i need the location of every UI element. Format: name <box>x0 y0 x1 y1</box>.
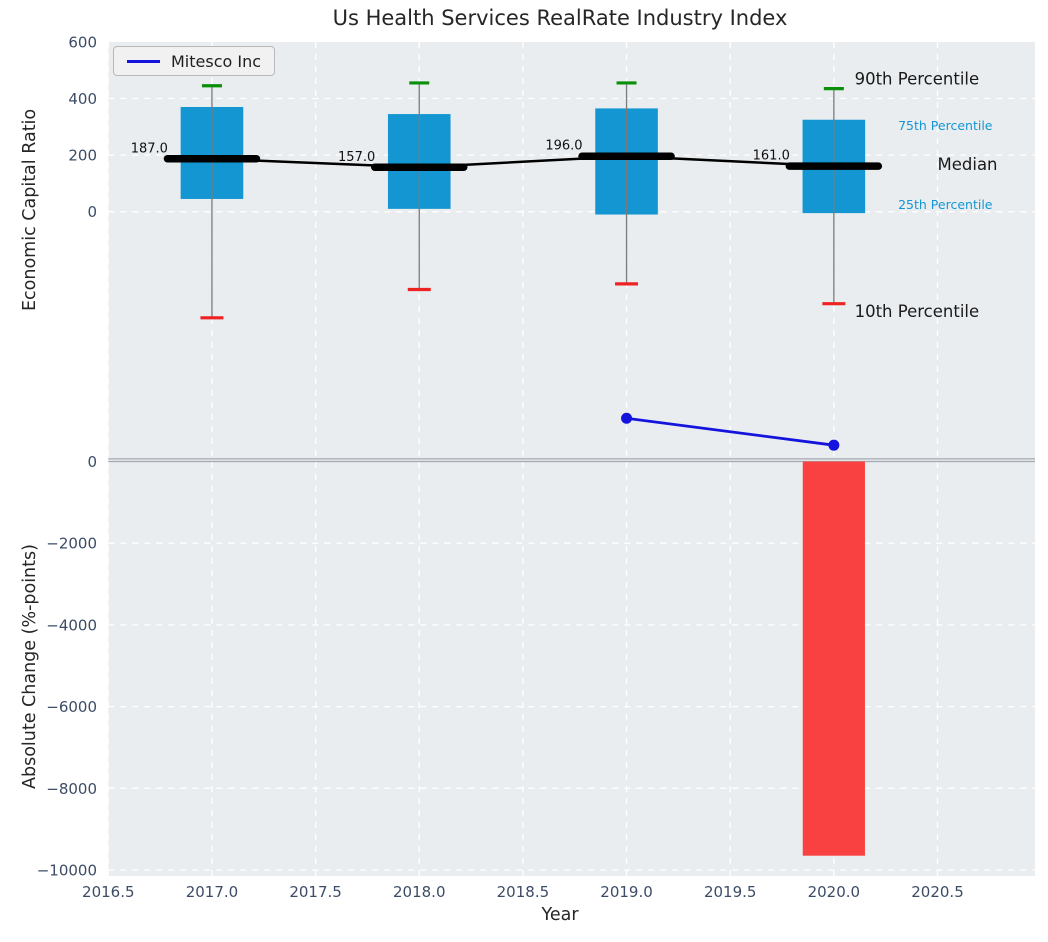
y-tick-bottom: −8000 <box>46 780 97 798</box>
x-tick: 2019.5 <box>704 883 757 901</box>
x-tick: 2017.5 <box>289 883 342 901</box>
x-tick: 2016.5 <box>82 883 135 901</box>
mitesco-marker-2020 <box>828 440 839 451</box>
y-tick-top: 400 <box>68 90 97 108</box>
chart-plot: 187.0 157.0 196.0 161.0 90th Percentile 75th … <box>0 0 1048 942</box>
annotation-90th-percentile: 90th Percentile <box>855 70 980 89</box>
y-tick-top: 200 <box>68 147 97 165</box>
median-value-label-2019: 196.0 <box>545 139 582 154</box>
x-tick: 2020.0 <box>808 883 861 901</box>
y-tick-top: 600 <box>68 33 97 51</box>
legend-label: Mitesco Inc <box>171 52 261 71</box>
annotation-10th-percentile: 10th Percentile <box>855 302 980 321</box>
annotation-median: Median <box>938 155 998 174</box>
absolute-change-bar-2020 <box>803 462 865 856</box>
annotation-25th-percentile: 25th Percentile <box>898 197 993 212</box>
x-tick: 2020.5 <box>911 883 964 901</box>
x-tick: 2018.0 <box>393 883 446 901</box>
figure-canvas: 187.0 157.0 196.0 161.0 90th Percentile 75th … <box>0 0 1048 942</box>
y-tick-bottom: −2000 <box>46 535 97 553</box>
chart-title: Us Health Services RealRate Industry Ind… <box>110 6 1010 30</box>
median-value-label-2020: 161.0 <box>753 149 790 164</box>
y-axis-label-absolute-change: Absolute Change (%-points) <box>20 544 40 789</box>
legend-box: Mitesco Inc <box>113 46 275 76</box>
median-value-label-2018: 157.0 <box>338 150 375 165</box>
x-axis-label-year: Year <box>110 905 1010 925</box>
mitesco-marker-2019 <box>621 413 632 424</box>
median-value-label-2017: 187.0 <box>131 141 168 156</box>
y-axis-label-economic-capital-ratio: Economic Capital Ratio <box>20 109 40 311</box>
y-tick-bottom: −6000 <box>46 698 97 716</box>
x-tick: 2017.0 <box>186 883 239 901</box>
y-tick-bottom: −4000 <box>46 616 97 634</box>
y-tick-bottom: −10000 <box>37 862 97 880</box>
y-tick-bottom: 0 <box>87 453 97 471</box>
legend-line-swatch <box>127 60 160 63</box>
annotation-75th-percentile: 75th Percentile <box>898 118 993 133</box>
x-tick: 2019.0 <box>600 883 653 901</box>
x-tick: 2018.5 <box>497 883 550 901</box>
y-tick-top: 0 <box>87 203 97 221</box>
